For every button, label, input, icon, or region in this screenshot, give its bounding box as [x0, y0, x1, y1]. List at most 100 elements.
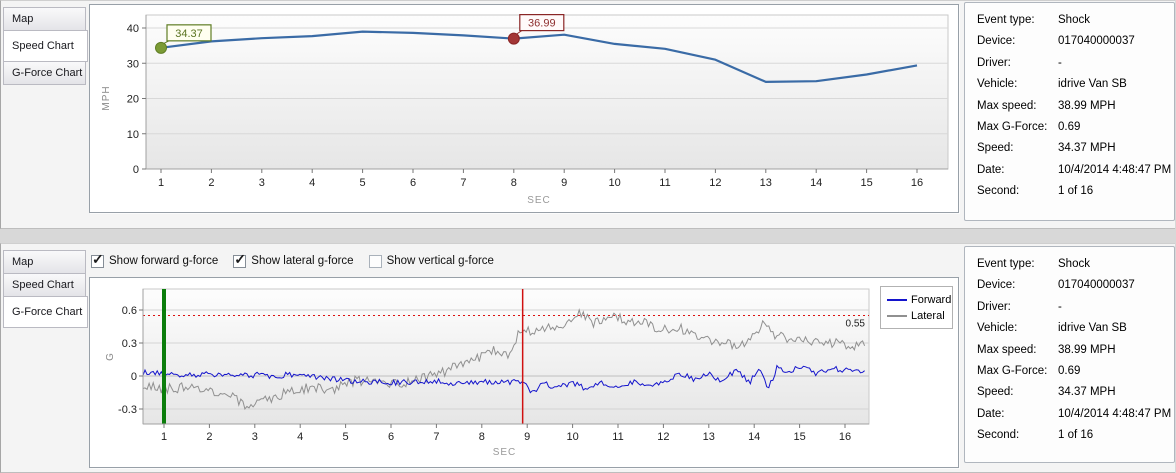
marker-label-box [166, 24, 212, 42]
detail-row: Driver: - [977, 53, 1174, 74]
detail-row: Event type: Shock [977, 254, 1174, 275]
plot-area[interactable] [142, 288, 870, 425]
detail-label: Max speed: [977, 99, 1037, 112]
detail-row: Speed: 34.37 MPH [977, 382, 1174, 403]
y-tick-label: 0.3 [122, 338, 137, 350]
detail-value: 017040000037 [1058, 279, 1135, 292]
x-tick-label: 14 [810, 177, 822, 189]
speed-chart-box: 0 10 20 30 40 1 2 3 4 5 6 7 8 9 10 11 12 13 14 15 16 SEC MPH 34… [89, 4, 959, 213]
detail-value: - [1058, 56, 1062, 69]
check-icon: ✓ [92, 250, 104, 267]
detail-label: Max G-Force: [977, 121, 1048, 134]
x-tick-label: 9 [524, 431, 530, 443]
event-details-panel: Event type: Shock Device: 017040000037 Drive… [964, 246, 1175, 463]
gforce-panel: Map Speed Chart G-Force Chart ✓ Show for… [0, 243, 1175, 473]
tab-map[interactable]: Map [3, 250, 86, 274]
detail-label: Event type: [977, 258, 1035, 270]
y-tick-label: 0.6 [122, 305, 137, 317]
x-tick-label: 5 [360, 177, 366, 189]
checkbox-show-lateral-gforce[interactable]: ✓ Show lateral g-force [233, 251, 354, 268]
detail-label: Device: [977, 35, 1016, 48]
tab-speed-chart[interactable]: Speed Chart [3, 273, 86, 297]
gforce-panel-tabstrip: Map Speed Chart G-Force Chart [3, 250, 89, 328]
tab-map[interactable]: Map [3, 7, 86, 31]
legend-item-lateral: Lateral [887, 308, 947, 324]
y-tick-label: 10 [127, 129, 139, 141]
y-tick-label: 0 [133, 164, 139, 176]
x-tick-label: 7 [433, 431, 439, 443]
x-tick-label: 5 [343, 431, 349, 443]
checkbox-label: Show forward g-force [109, 255, 219, 267]
detail-label: Event type: [977, 14, 1035, 26]
detail-value: idrive Van SB [1058, 78, 1127, 91]
check-icon: ✓ [234, 250, 247, 267]
plot-area[interactable] [145, 14, 949, 170]
lateral-gforce-line [142, 308, 866, 410]
checkbox-label: Show vertical g-force [386, 255, 494, 267]
detail-row: Second: 1 of 16 [977, 425, 1174, 446]
x-tick-label: 6 [410, 177, 416, 189]
detail-value: 38.99 MPH [1058, 343, 1116, 356]
x-tick-label: 15 [860, 177, 872, 189]
chart-legend: Forward Lateral [880, 286, 953, 329]
threshold-value-label: 0.55 [846, 319, 866, 330]
marker-label-box [519, 14, 565, 32]
forward-gforce-line [142, 364, 865, 394]
detail-value: 38.99 MPH [1058, 99, 1116, 112]
detail-row: Date: 10/4/2014 4:48:47 PM [977, 160, 1174, 181]
tab-speed-chart[interactable]: Speed Chart [3, 30, 88, 62]
detail-value: 017040000037 [1058, 35, 1135, 48]
detail-label: Second: [977, 429, 1020, 442]
detail-label: Vehicle: [977, 78, 1018, 91]
detail-value: Shock [1058, 14, 1090, 26]
legend-label: Lateral [911, 310, 945, 322]
x-tick-label: 2 [208, 177, 214, 189]
checkbox-show-forward-gforce[interactable]: ✓ Show forward g-force [91, 251, 219, 268]
detail-label: Speed: [977, 142, 1014, 155]
gforce-checkbox-row: ✓ Show forward g-force ✓ Show lateral g-… [91, 250, 509, 272]
tab-g-force-chart[interactable]: G-Force Chart [3, 61, 86, 85]
lateral-line-swatch [887, 315, 907, 317]
detail-row: Vehicle: idrive Van SB [977, 318, 1174, 339]
y-tick-label: 40 [127, 23, 139, 35]
detail-label: Date: [977, 163, 1005, 176]
detail-label: Max G-Force: [977, 365, 1048, 378]
y-axis-title: MPH [101, 85, 112, 110]
gforce-chart[interactable]: 0.55-0.300.30.61 2 3 4 5 6 7 8 9 10 11 12 13 14 15 16SE… [90, 278, 956, 465]
marker-label: 36.99 [528, 18, 556, 30]
checkbox-show-vertical-gforce[interactable]: ✓ Show vertical g-force [368, 254, 494, 268]
marker-label: 34.37 [175, 28, 203, 40]
x-tick-label: 15 [793, 431, 805, 443]
detail-value: 0.69 [1058, 121, 1081, 134]
x-tick-label: 1 [161, 431, 167, 443]
detail-label: Device: [977, 279, 1016, 292]
detail-label: Max speed: [977, 343, 1037, 356]
detail-row: Second: 1 of 16 [977, 181, 1174, 202]
detail-label: Driver: [977, 300, 1011, 313]
forward-line-swatch [887, 299, 907, 301]
detail-value: - [1058, 300, 1062, 313]
checkbox-icon[interactable]: ✓ [91, 251, 104, 268]
x-tick-label: 14 [748, 431, 760, 443]
y-tick-label: 30 [127, 58, 139, 70]
x-tick-label: 10 [608, 177, 620, 189]
x-tick-label: 1 [158, 177, 164, 189]
x-tick-label: 8 [479, 431, 485, 443]
x-tick-label: 3 [259, 177, 265, 189]
x-tick-label: 11 [612, 431, 623, 443]
shock-marker[interactable] [507, 32, 520, 45]
x-tick-label: 8 [511, 177, 517, 189]
x-axis-title: SEC [493, 447, 517, 458]
tab-g-force-chart[interactable]: G-Force Chart [3, 296, 88, 328]
checkbox-icon[interactable]: ✓ [233, 251, 247, 268]
x-tick-label: 9 [561, 177, 567, 189]
event-details-panel: Event type: Shock Device: 017040000037 Drive… [964, 2, 1175, 221]
checkbox-icon[interactable]: ✓ [368, 254, 382, 268]
detail-row: Device: 017040000037 [977, 31, 1174, 52]
x-tick-label: 13 [703, 431, 715, 443]
y-tick-label: 20 [127, 94, 139, 106]
speed-line [160, 30, 918, 84]
start-marker[interactable] [155, 41, 167, 54]
detail-row: Event type: Shock [977, 10, 1174, 31]
